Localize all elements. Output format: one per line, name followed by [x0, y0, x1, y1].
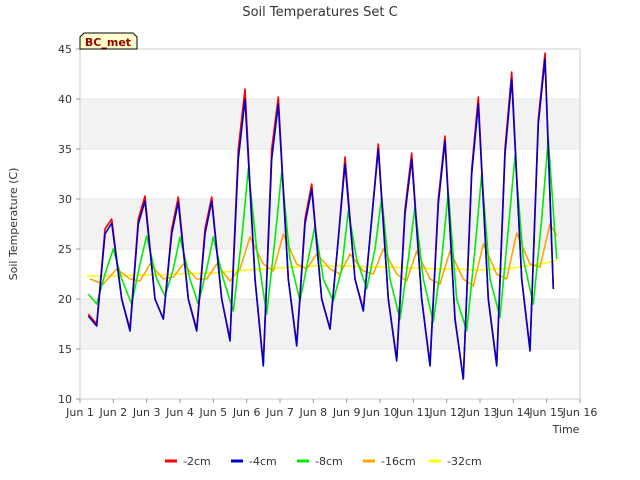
- site-badge: BC_met: [79, 32, 138, 50]
- x-tick-label: Jun 15: [528, 406, 564, 419]
- legend-label: -32cm: [447, 455, 482, 468]
- grid-band: [80, 99, 580, 149]
- series-line-16cm: [89, 223, 558, 287]
- x-tick-label: Jun 1: [65, 406, 94, 419]
- y-tick-label: 45: [58, 43, 72, 56]
- x-tick-label: Jun 14: [495, 406, 531, 419]
- x-tick-label: Jun 5: [198, 406, 227, 419]
- x-tick-label: Jun 4: [165, 406, 194, 419]
- x-tick-label: Jun 16: [562, 406, 598, 419]
- grid-band: [80, 199, 580, 249]
- series-line-32cm: [86, 259, 557, 277]
- series-layer: [86, 52, 558, 380]
- x-tick-label: Jun 3: [132, 406, 161, 419]
- y-axis-ticks: 10 15 20 25 30 35 40 45: [58, 43, 80, 406]
- x-tick-label: Jun 11: [395, 406, 431, 419]
- y-tick-label: 35: [58, 143, 72, 156]
- y-axis-label: Soil Temperature (C): [7, 168, 20, 281]
- plot-frame: [79, 48, 581, 400]
- x-tick-label: Jun 8: [298, 406, 327, 419]
- legend-label: -8cm: [315, 455, 343, 468]
- y-tick-label: 30: [58, 193, 72, 206]
- grid-bands: [80, 48, 580, 400]
- legend-label: -4cm: [249, 455, 277, 468]
- badge-label: BC_met: [85, 36, 131, 49]
- y-tick-label: 10: [58, 393, 72, 406]
- y-tick-label: 20: [58, 293, 72, 306]
- x-tick-label: Jun 6: [232, 406, 261, 419]
- x-tick-label: Jun 13: [462, 406, 498, 419]
- y-tick-label: 25: [58, 243, 72, 256]
- x-tick-label: Jun 12: [428, 406, 464, 419]
- legend-label: -2cm: [183, 455, 211, 468]
- x-axis-ticks: Jun 1 Jun 2 Jun 3 Jun 4 Jun 5 Jun 6 Jun 7 Jun 8…: [65, 399, 597, 419]
- x-axis-label: Time: [552, 423, 580, 436]
- series-line-4cm: [87, 58, 555, 380]
- x-tick-label: Jun 10: [362, 406, 398, 419]
- x-tick-label: Jun 9: [332, 406, 361, 419]
- y-tick-label: 15: [58, 343, 72, 356]
- legend: -2cm -4cm -8cm -16cm -32cm: [165, 455, 482, 468]
- x-tick-label: Jun 2: [98, 406, 127, 419]
- chart-title: Soil Temperatures Set C: [242, 5, 397, 20]
- y-tick-label: 40: [58, 93, 72, 106]
- series-line-8cm: [87, 138, 558, 332]
- badge-box: [79, 32, 138, 50]
- x-tick-label: Jun 7: [265, 406, 294, 419]
- legend-label: -16cm: [381, 455, 416, 468]
